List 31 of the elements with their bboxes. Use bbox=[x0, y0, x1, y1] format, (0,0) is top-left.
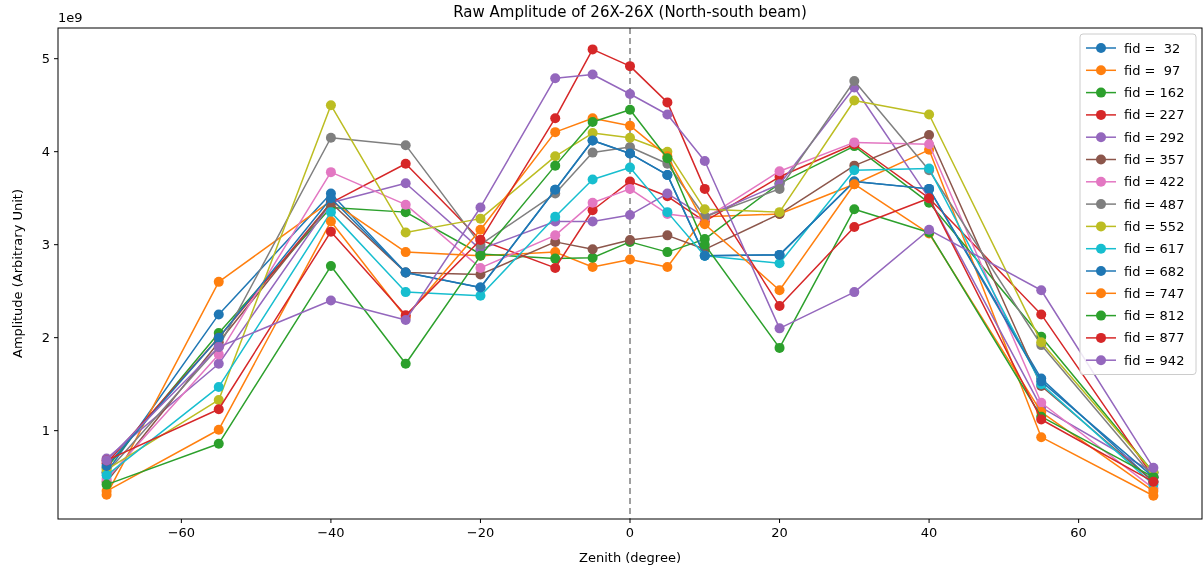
y-tick-label: 3 bbox=[41, 237, 50, 253]
y-tick-label: 2 bbox=[41, 330, 50, 346]
legend-label: fid = 422 bbox=[1124, 174, 1185, 190]
legend-label: fid = 617 bbox=[1124, 241, 1185, 257]
y-tick-label: 5 bbox=[41, 51, 50, 67]
legend-label: fid = 487 bbox=[1124, 196, 1185, 212]
legend-label: fid = 942 bbox=[1124, 352, 1185, 368]
legend-label: fid = 32 bbox=[1124, 40, 1181, 56]
x-tick-label: −40 bbox=[317, 525, 345, 540]
legend-label: fid = 747 bbox=[1124, 285, 1185, 301]
x-tick-label: −20 bbox=[466, 525, 495, 540]
x-tick-label: 0 bbox=[625, 525, 635, 540]
y-axis-title: Amplitude (Arbitrary Unit) bbox=[10, 188, 25, 359]
x-axis-title: Zenith (degree) bbox=[579, 550, 681, 565]
legend-label: fid = 97 bbox=[1124, 62, 1181, 78]
legend-label: fid = 357 bbox=[1124, 152, 1185, 168]
legend-label: fid = 552 bbox=[1124, 218, 1185, 234]
x-tick-label: −60 bbox=[167, 525, 196, 540]
legend-label: fid = 162 bbox=[1124, 85, 1185, 101]
y-tick-label: 1 bbox=[41, 423, 50, 439]
legend-label: fid = 682 bbox=[1124, 263, 1185, 279]
legend-label: fid = 877 bbox=[1124, 330, 1185, 346]
legend-label: fid = 292 bbox=[1124, 129, 1185, 145]
text: 1e9 bbox=[58, 10, 83, 25]
y-tick-label: 4 bbox=[41, 144, 50, 160]
x-tick-label: 60 bbox=[1070, 525, 1087, 540]
chart-title: Raw Amplitude of 26X-26X (North-south beam) bbox=[453, 3, 807, 21]
x-tick-label: 20 bbox=[771, 525, 788, 540]
legend-label: fid = 227 bbox=[1124, 107, 1185, 123]
legend-label: fid = 812 bbox=[1124, 308, 1185, 324]
x-tick-label: 40 bbox=[920, 525, 938, 540]
